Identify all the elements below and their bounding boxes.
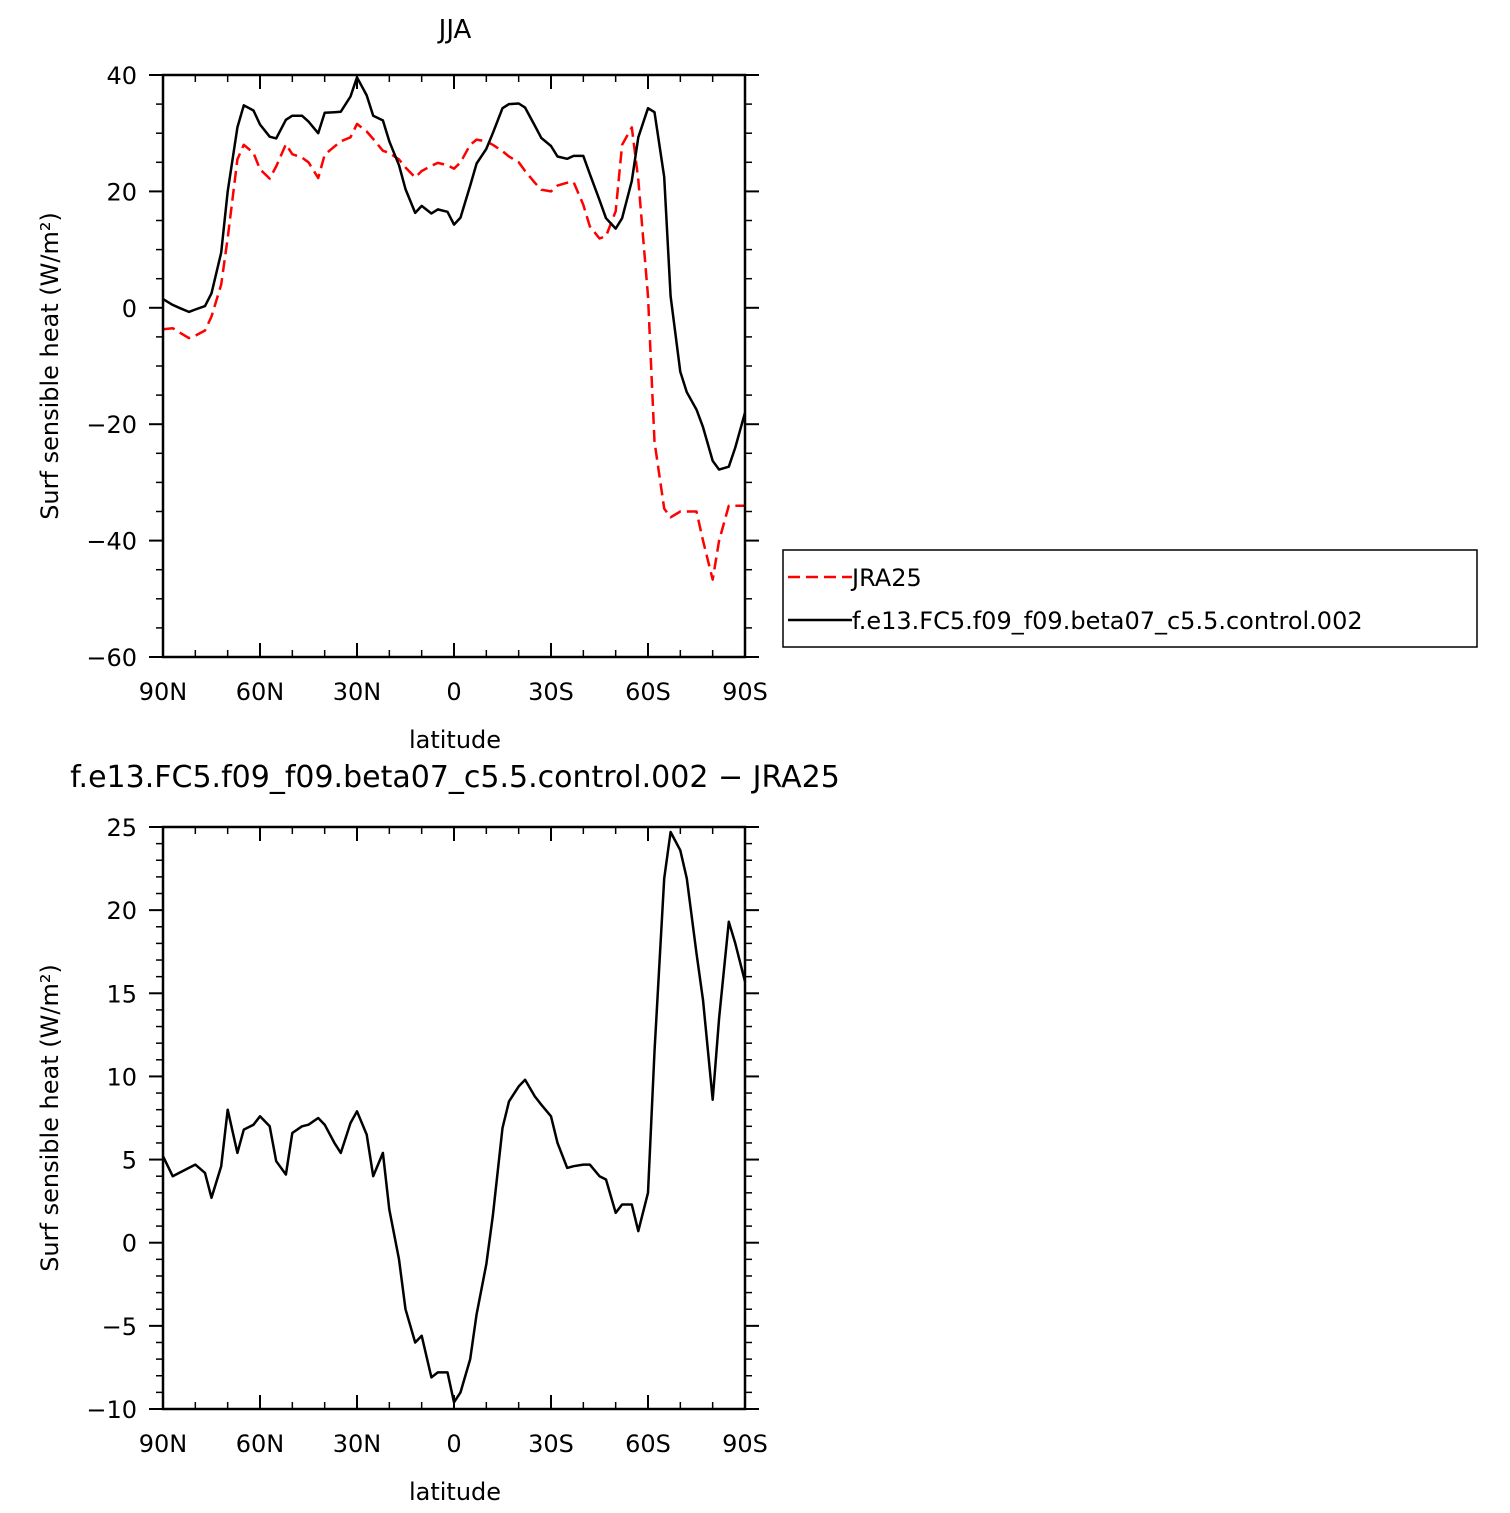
top-y-tick-label: −20 — [86, 411, 137, 439]
legend-box — [782, 549, 1478, 648]
top-plot-frame — [161, 73, 747, 659]
bottom-x-tick-label: 90N — [139, 1430, 188, 1458]
top-y-tick-label: 20 — [106, 178, 137, 206]
top-x-tick-label: 0 — [446, 678, 461, 706]
bottom-axis-ticks: 90N 60N 30N 0 30S 60S 90S −10 −5 0 5 10 15 20 25 — [86, 814, 768, 1458]
bottom-x-tick-label: 60S — [625, 1430, 671, 1458]
legend-label-jra25: JRA25 — [850, 564, 922, 592]
bottom-y-tick-label: 20 — [106, 897, 137, 925]
top-x-tick-label: 60S — [625, 678, 671, 706]
bottom-y-tick-label: 25 — [106, 814, 137, 842]
top-y-tick-label: 40 — [106, 62, 137, 90]
top-x-tick-label: 30S — [528, 678, 574, 706]
top-x-axis-label: latitude — [409, 726, 501, 754]
top-x-tick-label: 90S — [722, 678, 768, 706]
bottom-x-axis-label: latitude — [409, 1478, 501, 1506]
top-y-tick-label: −60 — [86, 644, 137, 672]
bottom-y-axis-label: Surf sensible heat (W/m²) — [36, 964, 64, 1272]
legend: JRA25 f.e13.FC5.f09_f09.beta07_c5.5.cont… — [782, 549, 1478, 648]
top-series-layer — [162, 76, 747, 581]
top-panel: JJA 90N 60N 30N 0 30S 60S 90S −60 −40 −20 0 20 40 Su… — [36, 15, 768, 754]
legend-label-model: f.e13.FC5.f09_f09.beta07_c5.5.control.00… — [852, 607, 1363, 635]
top-series-line-model — [162, 76, 747, 471]
bottom-y-tick-label: 0 — [122, 1230, 137, 1258]
top-y-tick-label: −40 — [86, 528, 137, 556]
top-x-tick-label: 90N — [139, 678, 188, 706]
top-y-axis-label: Surf sensible heat (W/m²) — [36, 212, 64, 520]
bottom-y-tick-label: 5 — [122, 1147, 137, 1175]
bottom-y-tick-label: −10 — [86, 1396, 137, 1424]
bottom-x-tick-label: 60N — [236, 1430, 285, 1458]
bottom-series-layer — [161, 830, 747, 1404]
top-x-tick-label: 60N — [236, 678, 285, 706]
bottom-x-tick-label: 30S — [528, 1430, 574, 1458]
top-chart-title: JJA — [437, 15, 472, 45]
top-y-tick-label: 0 — [122, 295, 137, 323]
bottom-series-line-difference — [161, 830, 747, 1404]
bottom-chart-title: f.e13.FC5.f09_f09.beta07_c5.5.control.00… — [70, 760, 840, 795]
bottom-y-tick-label: 15 — [106, 980, 137, 1008]
bottom-panel: f.e13.FC5.f09_f09.beta07_c5.5.control.00… — [36, 760, 840, 1506]
bottom-y-tick-label: 10 — [106, 1063, 137, 1091]
top-axis-ticks: 90N 60N 30N 0 30S 60S 90S −60 −40 −20 0 20 40 — [86, 62, 768, 706]
bottom-x-tick-label: 90S — [722, 1430, 768, 1458]
bottom-plot-frame — [161, 825, 747, 1411]
top-x-tick-label: 30N — [333, 678, 382, 706]
top-y-axis-label-text: Surf sensible heat (W/m²) — [36, 212, 64, 520]
bottom-y-tick-label: −5 — [102, 1313, 137, 1341]
bottom-x-tick-label: 0 — [446, 1430, 461, 1458]
bottom-y-axis-label-text: Surf sensible heat (W/m²) — [36, 964, 64, 1272]
top-series-line-jra25 — [162, 122, 745, 581]
bottom-x-tick-label: 30N — [333, 1430, 382, 1458]
